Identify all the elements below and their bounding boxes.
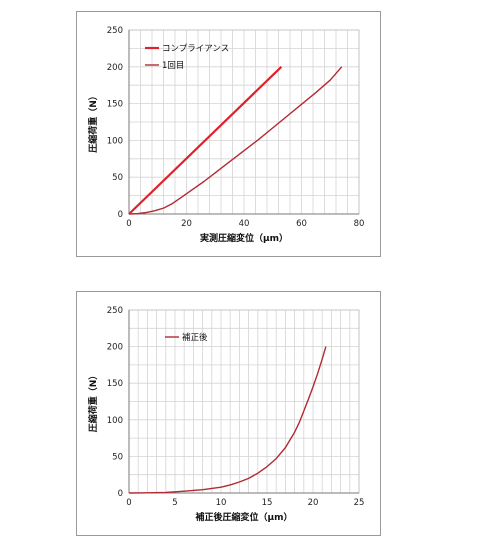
grid-lines	[128, 309, 360, 494]
y-tick-label: 50	[112, 173, 123, 183]
chart-panel-top: 0 50 100 150 200 250 0 20 40 60 80 実測圧縮変位（μm） 圧縮荷重（N…	[76, 11, 381, 257]
y-tick-label: 200	[107, 343, 123, 353]
x-tick-label: 0	[126, 219, 131, 229]
x-tick-label: 60	[296, 219, 307, 229]
chart-bottom-svg: 0 50 100 150 200 250 0 5 10 15 20 25 補正後圧縮変位（μm） 圧縮荷重…	[87, 306, 365, 523]
legend: 補正後	[165, 332, 208, 343]
x-axis-title: 実測圧縮変位（μm）	[200, 232, 288, 244]
y-tick-label: 100	[107, 136, 123, 146]
series-line	[128, 346, 327, 494]
legend-label: 1回目	[162, 61, 184, 71]
chart-panel-bottom: 0 50 100 150 200 250 0 5 10 15 20 25 補正後圧縮変位（μm） 圧縮荷重…	[76, 291, 381, 536]
x-tick-label: 15	[262, 498, 273, 508]
chart-top-svg: 0 50 100 150 200 250 0 20 40 60 80 実測圧縮変位（μm） 圧縮荷重（N…	[87, 26, 365, 244]
y-tick-label: 50	[112, 452, 123, 462]
legend-label: コンプライアンス	[162, 44, 229, 54]
x-tick-label: 5	[172, 498, 177, 508]
y-tick-label: 100	[107, 416, 123, 426]
series-line	[128, 66, 283, 215]
grid-lines	[128, 29, 360, 215]
x-tick-label: 25	[354, 498, 365, 508]
y-axis-title: 圧縮荷重（N）	[87, 91, 99, 153]
y-tick-label: 150	[107, 379, 123, 389]
y-tick-label: 0	[118, 489, 123, 499]
y-tick-label: 0	[118, 210, 123, 220]
x-tick-label: 0	[126, 498, 131, 508]
y-tick-label: 150	[107, 100, 123, 110]
y-tick-label: 250	[107, 306, 123, 316]
x-axis-title: 補正後圧縮変位（μm）	[194, 511, 292, 523]
x-tick-label: 80	[354, 219, 365, 229]
x-tick-label: 40	[239, 219, 250, 229]
y-axis-title: 圧縮荷重（N）	[87, 371, 99, 433]
y-tick-label: 200	[107, 63, 123, 73]
legend: コンプライアンス 1回目	[145, 44, 229, 71]
y-tick-label: 250	[107, 26, 123, 36]
x-tick-label: 20	[308, 498, 319, 508]
x-tick-label: 20	[181, 219, 192, 229]
legend-label: 補正後	[182, 332, 208, 343]
x-tick-label: 10	[216, 498, 227, 508]
series-line	[128, 66, 343, 215]
